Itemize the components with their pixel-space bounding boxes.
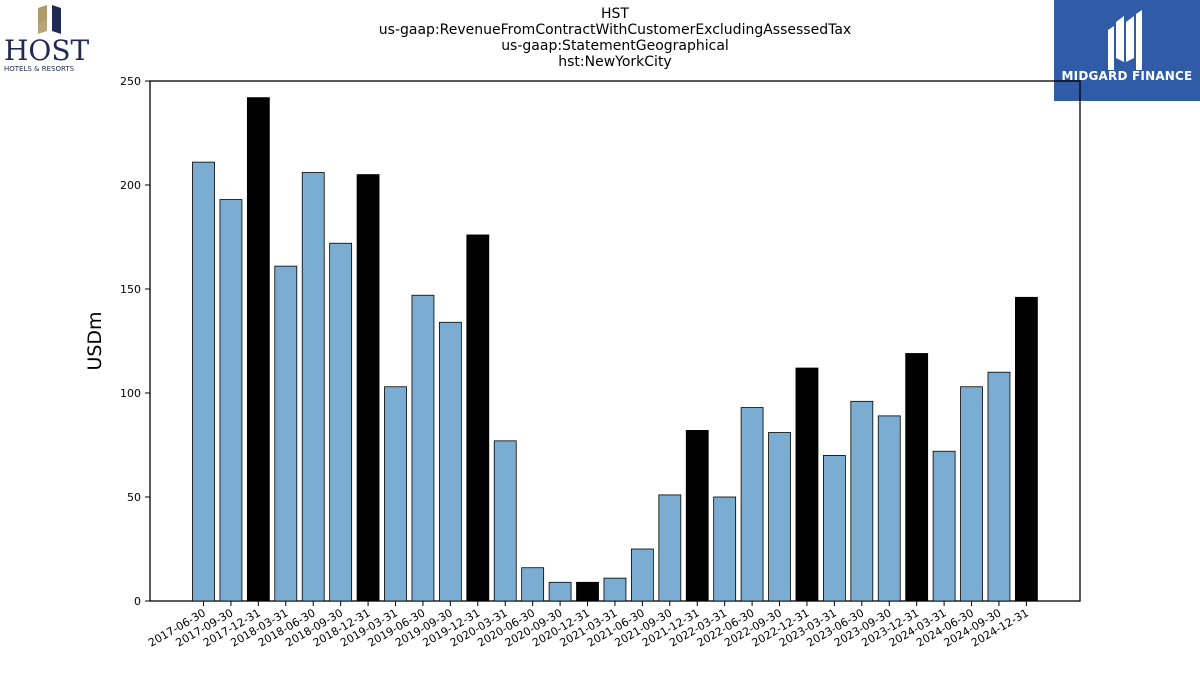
- bar-quarter: [877, 415, 901, 602]
- y-tick-label: 150: [120, 283, 141, 296]
- bar-quarter: [987, 371, 1011, 602]
- bar-quarter: [850, 400, 874, 602]
- bar-quarter: [521, 567, 545, 602]
- chart-title-block: HST us-gaap:RevenueFromContractWithCusto…: [0, 6, 1200, 70]
- bar-year-end: [356, 174, 380, 602]
- bar-quarter: [301, 172, 325, 602]
- y-tick-label: 50: [127, 491, 141, 504]
- bar-quarter: [274, 265, 298, 602]
- chart-title-line-2: us-gaap:RevenueFromContractWithCustomerE…: [378, 22, 852, 38]
- bar-quarter: [932, 450, 956, 602]
- bar-quarter: [768, 432, 791, 602]
- bar-year-end: [246, 97, 270, 602]
- y-axis-label: USDm: [84, 311, 106, 370]
- midgard-finance-logo: MIDGARD FINANCE: [1054, 0, 1200, 101]
- bar-quarter: [192, 161, 215, 602]
- bar-quarter: [493, 440, 517, 602]
- bar-year-end: [795, 367, 819, 602]
- bar-quarter: [411, 294, 435, 602]
- bar-year-end: [685, 430, 709, 602]
- bar-quarter: [630, 548, 654, 602]
- bar-quarter: [384, 386, 407, 602]
- bar-quarter: [329, 242, 353, 602]
- chart-title-line-1: HST: [601, 6, 629, 22]
- bar-quarter: [740, 407, 764, 602]
- bar-year-end: [905, 353, 929, 602]
- midgard-logo-name: MIDGARD FINANCE: [1061, 69, 1193, 83]
- bar-year-end: [1015, 296, 1038, 602]
- bar-year-end: [576, 581, 599, 602]
- y-tick-label: 250: [120, 75, 141, 88]
- y-tick-label: 100: [120, 387, 141, 400]
- bar-quarter: [960, 386, 983, 602]
- chart-title-line-4: hst:NewYorkCity: [558, 54, 672, 70]
- bar-quarter: [548, 581, 572, 602]
- chart-title-line-3: us-gaap:StatementGeographical: [501, 38, 729, 54]
- bar-quarter: [603, 577, 627, 602]
- y-tick-label: 200: [120, 179, 141, 192]
- midgard-mark-icon: [1108, 10, 1142, 70]
- y-tick-label: 0: [134, 595, 141, 608]
- bar-quarter: [438, 321, 462, 602]
- host-logo: HOST HOTELS & RESORTS: [4, 5, 90, 73]
- host-logo-name: HOST: [4, 34, 90, 67]
- bar-quarter: [219, 199, 243, 602]
- host-logo-tagline: HOTELS & RESORTS: [4, 65, 75, 73]
- bar-quarter: [713, 496, 737, 602]
- bar-quarter: [822, 454, 846, 602]
- bar-quarter: [658, 494, 682, 602]
- bar-year-end: [466, 234, 490, 602]
